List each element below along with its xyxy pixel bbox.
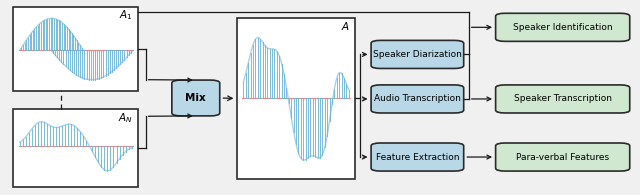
- Text: $A_1$: $A_1$: [119, 8, 133, 22]
- FancyBboxPatch shape: [495, 143, 630, 171]
- FancyBboxPatch shape: [371, 85, 464, 113]
- Text: Speaker Diarization: Speaker Diarization: [373, 50, 462, 59]
- FancyBboxPatch shape: [13, 6, 138, 91]
- FancyBboxPatch shape: [495, 85, 630, 113]
- FancyBboxPatch shape: [371, 143, 464, 171]
- Text: Audio Transcription: Audio Transcription: [374, 94, 461, 104]
- Text: Speaker Identification: Speaker Identification: [513, 23, 612, 32]
- FancyBboxPatch shape: [371, 40, 464, 68]
- Text: Mix: Mix: [186, 93, 206, 103]
- FancyBboxPatch shape: [172, 80, 220, 116]
- Text: Speaker Transcription: Speaker Transcription: [514, 94, 612, 104]
- Text: $A$: $A$: [341, 20, 350, 32]
- FancyBboxPatch shape: [13, 109, 138, 187]
- Text: $A_N$: $A_N$: [118, 111, 133, 125]
- FancyBboxPatch shape: [237, 18, 355, 179]
- Text: Para-verbal Features: Para-verbal Features: [516, 152, 609, 161]
- Text: Feature Extraction: Feature Extraction: [376, 152, 459, 161]
- FancyBboxPatch shape: [495, 13, 630, 41]
